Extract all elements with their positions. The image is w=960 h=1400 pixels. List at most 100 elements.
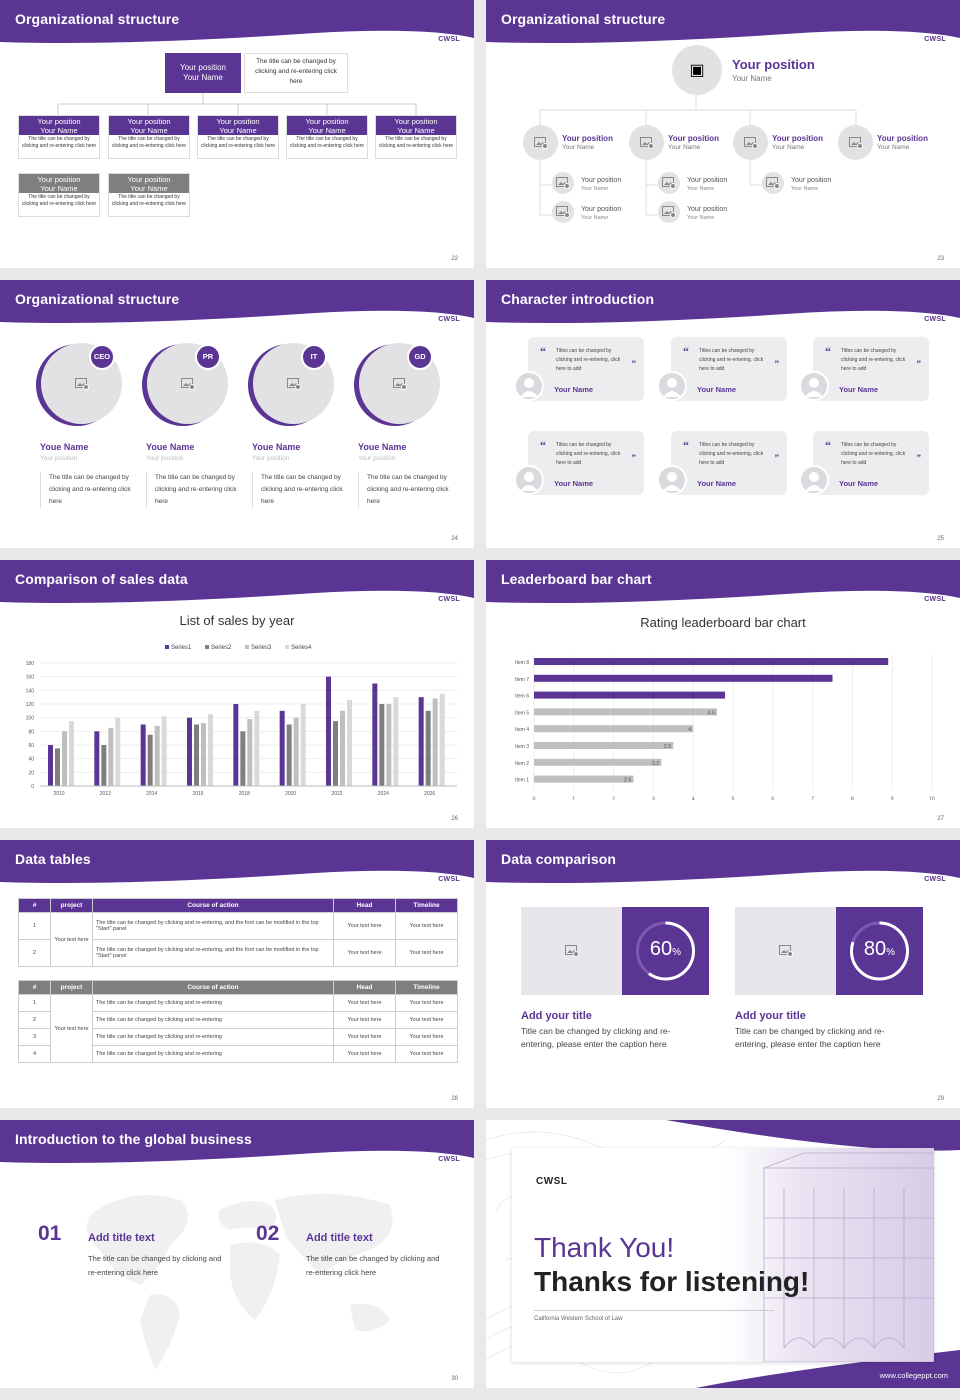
row-number: 2 [18, 939, 51, 967]
open-quote-icon: “ [825, 438, 831, 452]
slide-25[interactable]: Character introduction CWSL “ ” Titles can… [486, 280, 960, 548]
position-note: The title can be changed by clicking and… [111, 194, 187, 207]
quote-card[interactable]: “ ” Titles can be changed by clicking and … [671, 337, 787, 401]
top-note: The title can be changed by clicking and… [244, 53, 348, 93]
member-position: Your position [252, 455, 290, 462]
page-number: 28 [451, 1096, 458, 1102]
position-title: Your position [687, 206, 728, 213]
table-header-row: # project Course of action Head Timeline [18, 980, 458, 995]
image-placeholder-icon [521, 907, 622, 995]
y-tick-label: 100 [26, 716, 35, 722]
slide-24[interactable]: Organizational structure CWSL CEO Youe Na… [0, 280, 474, 548]
table-row[interactable]: 1 Your text here The title can be changed … [18, 912, 458, 967]
percent-panel: 80% [836, 907, 923, 995]
item-text: Title can be changed by clicking and re-… [521, 1026, 671, 1049]
slide-22[interactable]: Organizational structure CWSL Your posit… [0, 0, 474, 268]
head-cell: Your text here [333, 912, 396, 940]
slide-30[interactable]: Introduction to the global business CWSL… [0, 1120, 474, 1388]
action-cell: The title can be changed by clicking and… [92, 912, 334, 940]
position-box[interactable]: Your position Your Name The title can be c… [18, 115, 100, 159]
position-title: Your position [37, 175, 81, 184]
quote-card[interactable]: “ ” Titles can be changed by clicking and … [528, 337, 644, 401]
position-header: Your position Your Name [19, 116, 99, 135]
y-tick-label: 140 [26, 688, 35, 694]
image-placeholder-icon: ▣ [672, 45, 722, 95]
position-title: Your position [581, 177, 622, 184]
slide-23[interactable]: Organizational structure CWSL ▣ Your pos… [486, 0, 960, 268]
bar [418, 697, 424, 786]
item-text: The title can be changed by clicking and… [306, 1254, 440, 1277]
position-name: Your Name [130, 184, 168, 193]
school-name: California Western School of Law [534, 1316, 623, 1322]
slide-header [0, 840, 474, 886]
position-note: The title can be changed by clicking and… [200, 136, 276, 149]
timeline-cell: Your text here [395, 939, 458, 967]
position-box[interactable]: Your position Your Name The title can be c… [375, 115, 457, 159]
x-tick-label: 2026 [424, 791, 435, 797]
percent-value: 60% [622, 938, 709, 961]
quote-card[interactable]: “ ” Titles can be changed by clicking and … [813, 337, 929, 401]
team-member[interactable]: CEO Youe Name Your position The title can b… [36, 340, 136, 520]
table-row[interactable]: 2 The title can be changed by clicking an… [18, 939, 458, 967]
quote-card[interactable]: “ ” Titles can be changed by clicking and … [528, 431, 644, 495]
close-quote-icon: ” [774, 453, 780, 463]
position-label: Your position Your Name [668, 134, 719, 152]
table-row[interactable]: 3 The title can be changed by clicking an… [18, 1028, 458, 1046]
member-bio: The title can be changed by clicking and… [146, 472, 238, 508]
legend-swatch [285, 645, 289, 649]
slide-title: Introduction to the global business [15, 1131, 252, 1147]
column-header: Head [333, 898, 396, 913]
slide-title: Character introduction [501, 291, 655, 307]
slide-26[interactable]: Comparison of sales data CWSL List of sa… [0, 560, 474, 828]
table-row[interactable]: 1 Your text here The title can be changed … [18, 994, 458, 1063]
quote-card[interactable]: “ ” Titles can be changed by clicking and … [671, 431, 787, 495]
thanks-listening-text: Thanks for listening! [534, 1266, 810, 1297]
team-member[interactable]: PR Youe Name Your position The title can be… [142, 340, 242, 520]
team-member[interactable]: IT Youe Name Your position The title can be… [248, 340, 348, 520]
slide-31[interactable]: CWSL Thank You! Thanks for listening! Ca… [486, 1120, 960, 1388]
position-box[interactable]: Your position Your Name The title can be c… [108, 115, 190, 159]
project-cell: Your text here [50, 912, 93, 967]
head-cell: Your text here [333, 1045, 396, 1063]
progress-ring [850, 921, 909, 981]
position-box[interactable]: Your position Your Name The title can be c… [286, 115, 368, 159]
slide-header [486, 840, 960, 886]
position-header: Your position Your Name [109, 174, 189, 193]
position-title: Your position [394, 117, 438, 126]
role-badge: IT [301, 344, 327, 370]
table-row[interactable]: 2 The title can be changed by clicking an… [18, 1011, 458, 1029]
action-cell: The title can be changed by clicking and… [92, 1045, 334, 1063]
position-header: Your position Your Name [376, 116, 456, 135]
open-quote-icon: “ [540, 438, 546, 452]
avatar-icon [514, 465, 544, 495]
slide-header [0, 1120, 474, 1166]
slide-27[interactable]: Leaderboard bar chart CWSL Rating leader… [486, 560, 960, 828]
slide-title: Leaderboard bar chart [501, 571, 652, 587]
comparison-item[interactable]: 60% Add your title Title can be changed by… [521, 907, 709, 1067]
bar [534, 775, 634, 783]
page-number: 24 [451, 536, 458, 542]
slide-header [0, 280, 474, 326]
table-row[interactable]: 4 The title can be changed by clicking an… [18, 1045, 458, 1063]
bar [534, 742, 674, 749]
position-name: Your Name [397, 126, 435, 135]
percent-unit: % [886, 947, 896, 958]
position-box[interactable]: Your position Your Name The title can be c… [18, 173, 100, 217]
slide-29[interactable]: Data comparison CWSL 60% Add your title Ti… [486, 840, 960, 1108]
slide-28[interactable]: Data tables CWSL # project Course of actio… [0, 840, 474, 1108]
comparison-item[interactable]: 80% Add your title Title can be changed by… [735, 907, 923, 1067]
thanks-card: CWSL Thank You! Thanks for listening! Ca… [512, 1148, 934, 1362]
top-position-box[interactable]: Your position Your Name [165, 53, 241, 93]
percent-number: 80 [863, 938, 887, 960]
slide-header [486, 0, 960, 46]
bar [101, 745, 107, 786]
quote-card[interactable]: “ ” Titles can be changed by clicking and … [813, 431, 929, 495]
business-item[interactable]: 01 Add title text The title can be changed… [38, 1222, 228, 1282]
member-name: Youe Name [252, 442, 301, 452]
avatar-icon [657, 465, 687, 495]
business-item[interactable]: 02 Add title text The title can be changed… [256, 1222, 446, 1282]
bar [534, 674, 833, 682]
position-box[interactable]: Your position Your Name The title can be c… [197, 115, 279, 159]
position-box[interactable]: Your position Your Name The title can be c… [108, 173, 190, 217]
team-member[interactable]: GD Youe Name Your position The title can be… [354, 340, 454, 520]
